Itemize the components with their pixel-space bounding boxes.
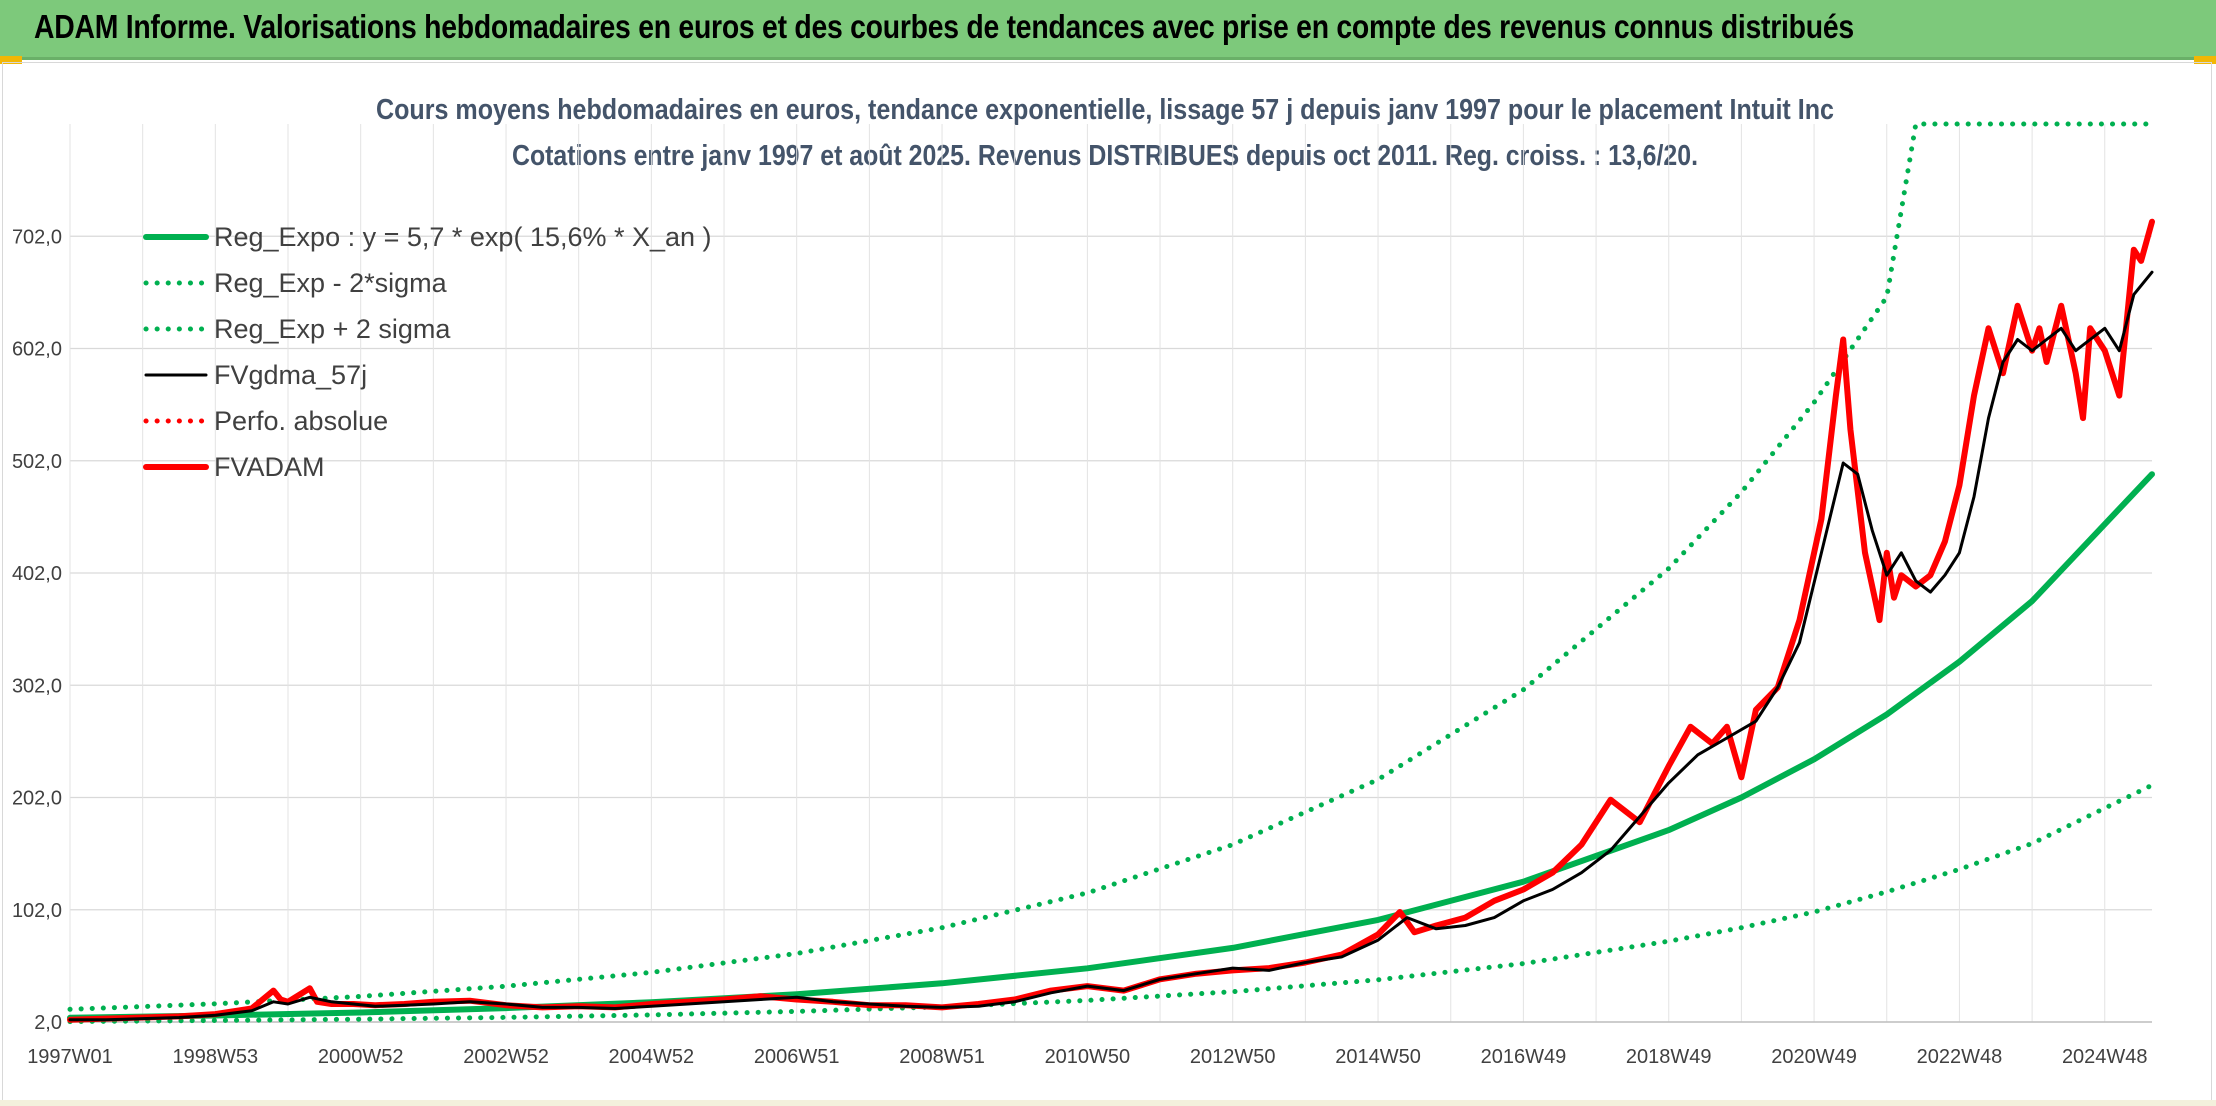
legend: Reg_Expo : y = 5,7 * exp( 15,6% * X_an )…: [143, 222, 712, 482]
y-tick-label-2: 202,0: [12, 788, 62, 810]
legend-label-5: FVADAM: [214, 452, 325, 482]
y-axis-ticks: 2,0 102,0 202,0 302,0 402,0 502,0 602,0 702,0: [12, 226, 62, 1034]
x-tick-label-1: 1998W53: [173, 1046, 259, 1068]
x-tick-label-13: 2022W48: [1917, 1046, 2003, 1068]
legend-label-2: Reg_Exp + 2 sigma: [214, 314, 451, 344]
x-tick-label-4: 2004W52: [609, 1046, 695, 1068]
y-tick-label-0: 2,0: [34, 1012, 62, 1034]
y-tick-label-4: 402,0: [12, 563, 62, 585]
legend-label-3: FVgdma_57j: [214, 360, 367, 390]
series-line-1: [67, 782, 2155, 1025]
series-line-5: [67, 218, 2155, 1023]
x-tick-label-14: 2024W48: [2062, 1046, 2148, 1068]
legend-label-1: Reg_Exp - 2*sigma: [214, 268, 448, 298]
y-tick-label-3: 302,0: [12, 675, 62, 697]
x-tick-label-7: 2010W50: [1045, 1046, 1131, 1068]
series-lines: [67, 121, 2155, 1025]
x-tick-label-8: 2012W50: [1190, 1046, 1276, 1068]
x-tick-label-3: 2002W52: [463, 1046, 549, 1068]
y-tick-label-7: 702,0: [12, 226, 62, 248]
y-tick-label-1: 102,0: [12, 900, 62, 922]
series-line-3: [68, 270, 2154, 1022]
corner-marker-left: [0, 56, 22, 64]
chart-subtitle: Cotations entre janv 1997 et août 2025. …: [512, 140, 1698, 172]
gridlines: [69, 124, 2152, 1023]
x-tick-label-2: 2000W52: [318, 1046, 404, 1068]
x-tick-label-10: 2016W49: [1481, 1046, 1567, 1068]
x-tick-label-5: 2006W51: [754, 1046, 840, 1068]
chart-title: Cours moyens hebdomadaires en euros, ten…: [376, 94, 1834, 126]
report-title: ADAM Informe. Valorisations hebdomadaire…: [34, 8, 1854, 45]
y-tick-label-6: 602,0: [12, 339, 62, 361]
corner-marker-right: [2194, 56, 2216, 64]
y-tick-label-5: 502,0: [12, 451, 62, 473]
report-header: ADAM Informe. Valorisations hebdomadaire…: [0, 0, 2216, 60]
x-tick-label-0: 1997W01: [27, 1046, 113, 1068]
series-line-0: [67, 471, 2155, 1021]
legend-label-0: Reg_Expo : y = 5,7 * exp( 15,6% * X_an ): [214, 222, 712, 252]
x-tick-label-6: 2008W51: [899, 1046, 985, 1068]
x-tick-label-11: 2018W49: [1626, 1046, 1712, 1068]
x-axis-ticks: 1997W01 1998W53 2000W52 2002W52 2004W52 2006W…: [27, 1046, 2147, 1068]
bottom-strip: [0, 1100, 2216, 1106]
series-line-2: [67, 121, 2155, 1012]
x-tick-label-12: 2020W49: [1771, 1046, 1857, 1068]
x-tick-label-9: 2014W50: [1335, 1046, 1421, 1068]
legend-label-4: Perfo. absolue: [214, 406, 388, 436]
